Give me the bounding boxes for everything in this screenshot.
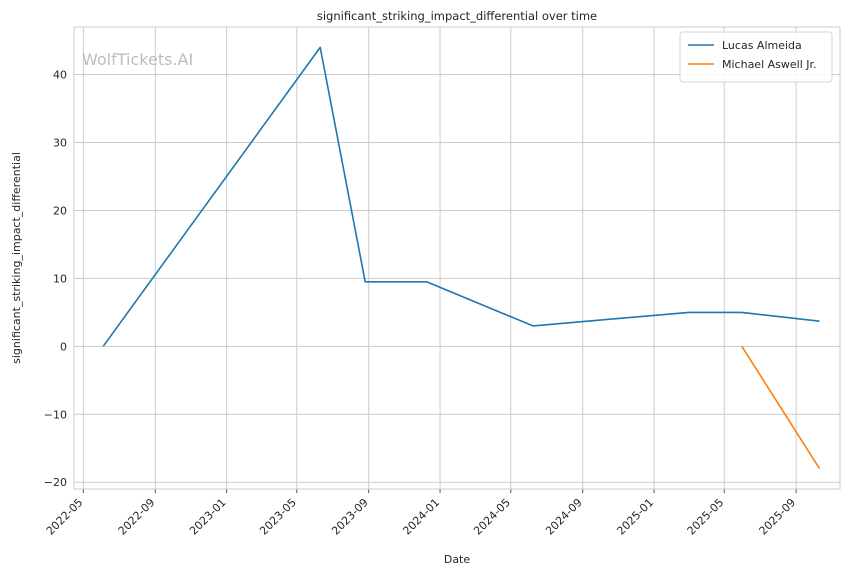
y-tick-label: 40 (53, 69, 67, 82)
legend-label: Lucas Almeida (722, 39, 802, 52)
legend-box (679, 31, 833, 83)
series-lines (102, 46, 821, 470)
y-tick-label: 20 (53, 204, 67, 217)
y-tick-label: 0 (60, 340, 67, 353)
watermark: WolfTickets.AI (82, 50, 193, 69)
y-tick-label: −10 (44, 408, 67, 421)
legend-label: Michael Aswell Jr. (722, 58, 817, 71)
series-line (741, 345, 821, 470)
y-axis-title: significant_striking_impact_differential (10, 152, 23, 364)
y-tick-label: 10 (53, 272, 67, 285)
legend: Lucas Almeida Michael Aswell Jr. (679, 31, 833, 83)
plot-frame (73, 26, 841, 490)
x-axis-title: Date (444, 553, 471, 566)
series-line (102, 46, 820, 347)
y-tick-label: 30 (53, 137, 67, 150)
grid-lines (74, 27, 840, 493)
y-tick-label: −20 (44, 476, 67, 489)
chart-title: significant_striking_impact_differential… (317, 9, 597, 23)
